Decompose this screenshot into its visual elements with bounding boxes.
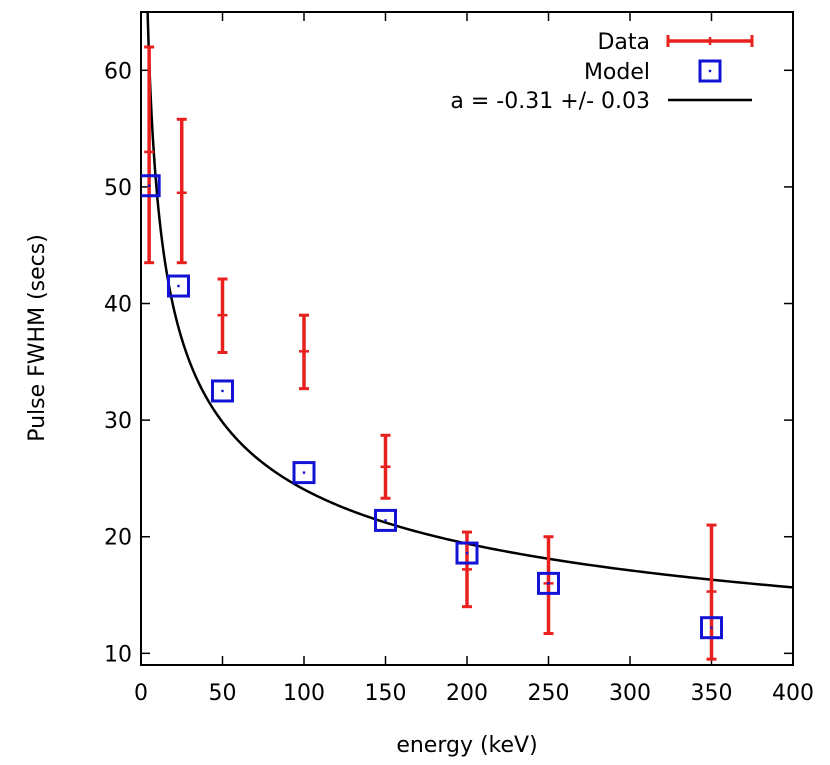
x-axis: 0 50 100 150 200 250 300 350 400	[134, 12, 814, 706]
y-tick-label: 10	[104, 642, 132, 667]
x-tick-label: 400	[772, 681, 814, 706]
legend-label-data: Data	[597, 30, 650, 55]
model-center-dot	[177, 284, 180, 288]
legend-label-fit: a = -0.31 +/- 0.03	[450, 89, 650, 114]
model-center-dot	[547, 582, 550, 585]
model-point	[537, 571, 560, 595]
model-point	[141, 174, 161, 198]
model-center-dot	[221, 389, 224, 393]
data-point	[543, 535, 554, 636]
y-tick-label: 30	[104, 409, 132, 434]
x-tick-label: 0	[134, 681, 148, 706]
y-tick-label: 50	[104, 176, 132, 201]
model-center-dot	[465, 551, 469, 555]
model-center-dot	[384, 519, 387, 522]
model-square-marker	[537, 571, 560, 595]
x-tick-label: 250	[528, 681, 570, 706]
model-center-dot	[710, 626, 713, 629]
model-point	[374, 508, 397, 532]
fit-curve-line	[146, 12, 793, 589]
x-tick-label: 150	[365, 681, 407, 706]
model-point	[700, 616, 723, 640]
data-point	[176, 117, 187, 265]
data-point	[299, 313, 309, 391]
legend-model-dot	[708, 69, 712, 73]
model-center-dot	[302, 471, 306, 474]
x-tick-label: 100	[283, 681, 325, 706]
model-square-marker	[211, 379, 234, 403]
y-tick-label: 60	[104, 59, 132, 84]
model-square-marker	[166, 274, 190, 298]
x-tick-label: 300	[609, 681, 651, 706]
model-point	[292, 461, 316, 485]
legend-swatch-model	[698, 59, 722, 83]
model-point	[455, 541, 479, 565]
model-marker-layer	[141, 174, 723, 640]
legend: Data Model a = -0.31 +/- 0.03	[450, 30, 754, 114]
model-point	[166, 274, 190, 298]
model-center-dot	[147, 184, 151, 187]
y-axis: 10 20 30 40 50 60	[104, 59, 793, 667]
model-square-marker	[374, 508, 397, 532]
x-axis-title: energy (keV)	[396, 733, 537, 758]
legend-model-square	[698, 59, 722, 83]
y-tick-label: 20	[104, 526, 132, 551]
data-point	[144, 45, 155, 265]
x-tick-label: 50	[209, 681, 237, 706]
y-tick-label: 40	[104, 293, 132, 318]
legend-swatch-data	[666, 35, 754, 47]
legend-label-model: Model	[584, 60, 650, 85]
plot-area	[141, 12, 793, 661]
model-square-marker	[292, 461, 316, 485]
x-tick-label: 200	[446, 681, 488, 706]
y-axis-title: Pulse FWHM (secs)	[25, 234, 50, 442]
model-square-marker	[141, 174, 161, 198]
model-point	[211, 379, 234, 403]
data-errorbar-layer	[144, 45, 717, 661]
model-square-marker	[455, 541, 479, 565]
model-square-marker	[700, 616, 723, 640]
x-tick-label: 350	[691, 681, 733, 706]
data-point	[217, 277, 228, 354]
fit-curve-layer	[146, 12, 793, 589]
data-point	[380, 433, 391, 500]
